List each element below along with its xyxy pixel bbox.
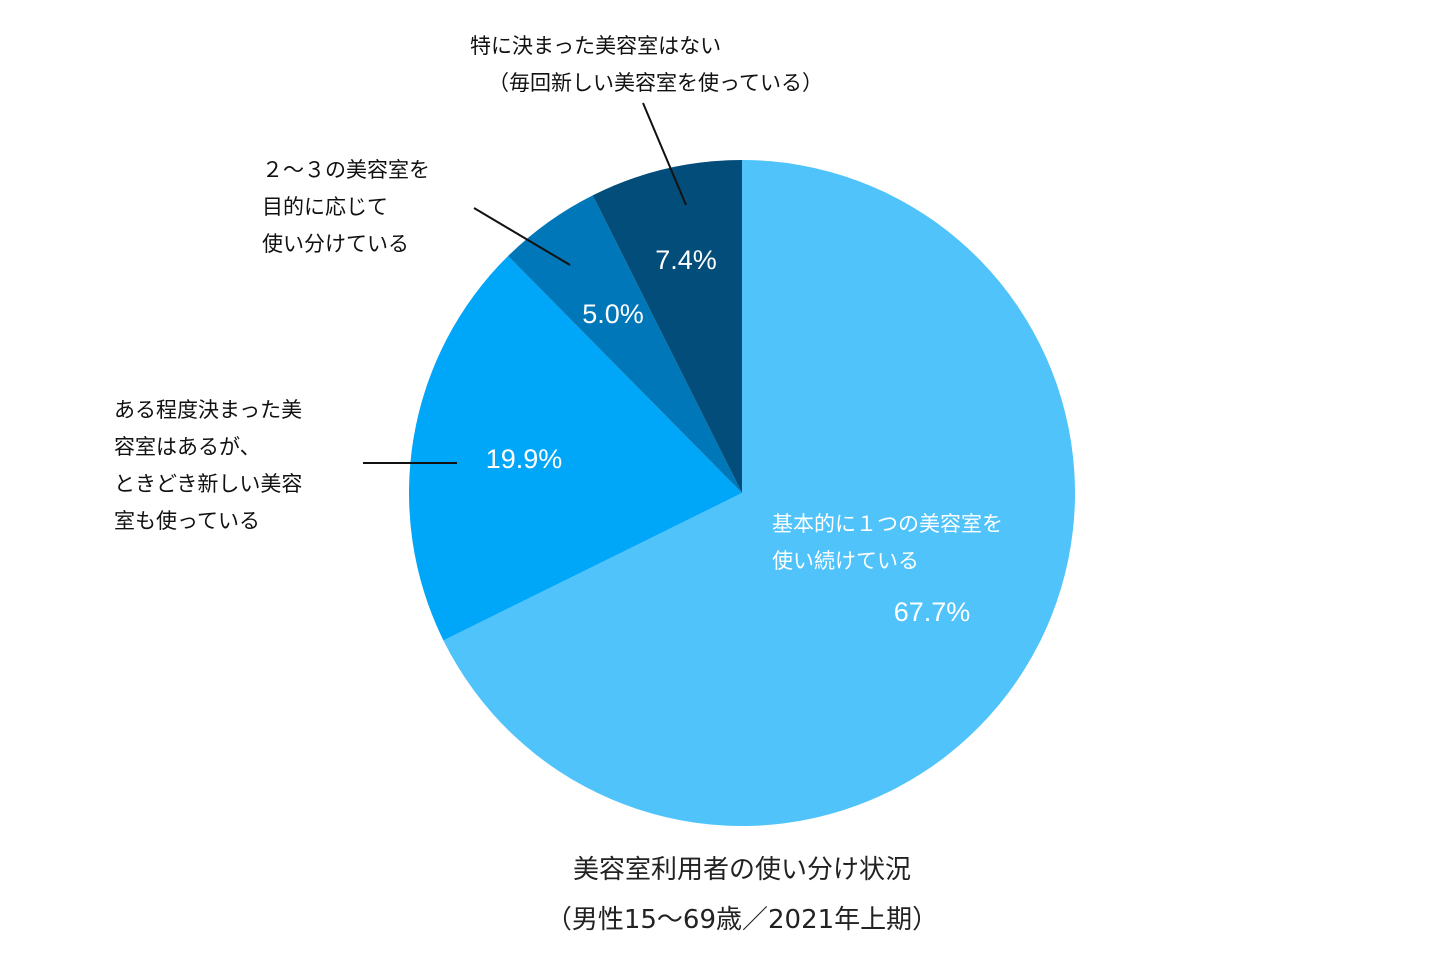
slice-3-label-line-3: 使い分けている <box>262 232 409 256</box>
pie-slices <box>409 160 1076 826</box>
slice-4-label-line-2: （毎回新しい美容室を使っている） <box>488 71 823 95</box>
slice-3-label-line-1: ２〜３の美容室を <box>262 158 430 182</box>
chart-title-line-2: （男性15〜69歳／2021年上期） <box>546 905 938 935</box>
slice-2-label-line-3: ときどき新しい美容 <box>114 472 302 496</box>
slice-1-value-label: 67.7% <box>894 597 971 627</box>
pie-slice-1 <box>443 160 1076 826</box>
slice-2-category-label: ある程度決まった美容室はあるが、ときどき新しい美容室も使っている <box>114 398 302 533</box>
pie-slice-4 <box>592 160 742 493</box>
slice-4-label-line-1: 特に決まった美容室はない <box>470 34 721 58</box>
slice-3-label-line-2: 目的に応じて <box>262 195 388 219</box>
slice-labels: 67.7% 基本的に１つの美容室を使い続けている 19.9% ある程度決まった美容室は… <box>114 34 1003 627</box>
slice-2-label-line-1: ある程度決まった美 <box>114 398 302 422</box>
slice-4-category-label: 特に決まった美容室はない （毎回新しい美容室を使っている） <box>470 34 823 95</box>
slice-1-category-label: 基本的に１つの美容室を使い続けている <box>772 512 1003 573</box>
slice-3-value-label: 5.0% <box>582 299 644 329</box>
slice-2-label-line-4: 室も使っている <box>114 509 260 533</box>
slice-4-leader-line <box>642 102 687 206</box>
slice-3-leader-line <box>473 207 571 266</box>
slice-4-value-label: 7.4% <box>655 245 717 275</box>
chart-title-line-1: 美容室利用者の使い分け状況 <box>573 855 911 885</box>
pie-slice-3 <box>508 195 742 493</box>
leader-lines <box>363 102 687 464</box>
slice-2-value-label: 19.9% <box>486 444 563 474</box>
slice-1-label-line-1: 基本的に１つの美容室を <box>772 512 1003 536</box>
slice-2-label-line-2: 容室はあるが、 <box>114 435 261 459</box>
pie-slice-2 <box>409 256 742 641</box>
slice-3-category-label: ２〜３の美容室を目的に応じて使い分けている <box>262 158 430 256</box>
slice-1-label-line-2: 使い続けている <box>772 549 919 573</box>
